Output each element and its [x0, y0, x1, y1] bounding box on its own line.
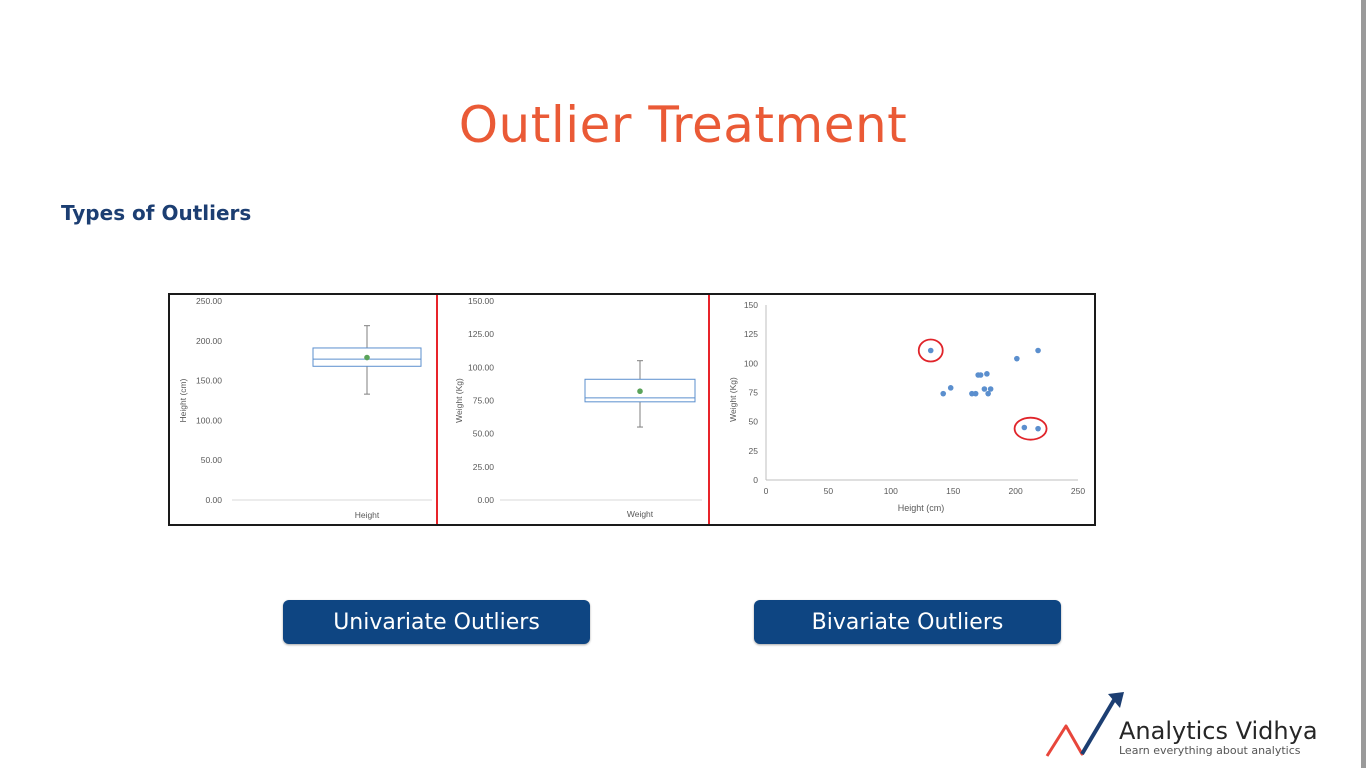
slide-title: Outlier Treatment	[458, 96, 908, 154]
y-tick-label: 50.00	[201, 455, 223, 465]
box-mean-marker	[637, 388, 643, 395]
y-tick-label: 0.00	[205, 495, 222, 505]
bivariate-outliers-button[interactable]: Bivariate Outliers	[754, 600, 1061, 644]
y-tick-label: 0	[753, 475, 758, 485]
y-tick-label: 150	[744, 300, 758, 310]
y-tick-label: 100	[744, 358, 758, 368]
x-tick-label: 150	[946, 486, 960, 496]
x-axis-label: Weight	[627, 509, 654, 519]
slide-subtitle: Types of Outliers	[61, 201, 252, 225]
x-tick-label: 200	[1009, 486, 1023, 496]
y-axis-title: Height (cm)	[178, 378, 188, 422]
scatter-point	[1021, 424, 1028, 431]
scatter-point	[972, 390, 979, 397]
box-mean-marker	[364, 354, 370, 361]
scatter-point	[947, 385, 954, 391]
y-axis-title: Weight (Kg)	[454, 378, 464, 423]
scatter-point	[1035, 425, 1041, 432]
scatter-point	[987, 386, 994, 392]
outlier-highlight-circle	[1013, 416, 1048, 441]
scatter-point	[927, 347, 934, 354]
y-tick-label: 150.00	[196, 376, 222, 386]
outlier-charts-figure: 0.00 50.00 100.00 150.00 200.00 250.00 Height …	[168, 293, 1096, 526]
y-tick-label: 25.00	[473, 462, 495, 472]
outlier-highlight-circle	[917, 338, 944, 363]
y-tick-label: 50.00	[473, 429, 495, 439]
x-axis-label: Height	[355, 510, 380, 520]
y-tick-label: 125.00	[468, 329, 494, 339]
scatter-point	[1014, 355, 1020, 362]
y-tick-label: 250.00	[196, 296, 222, 306]
y-axis-title: Weight (Kg)	[728, 377, 738, 422]
logo-arrow-icon	[1045, 692, 1124, 757]
scatter-point	[977, 372, 984, 378]
x-tick-label: 0	[764, 486, 769, 496]
y-tick-label: 50	[749, 417, 759, 427]
scatter-point	[940, 390, 947, 397]
y-tick-label: 75.00	[473, 396, 495, 406]
logo-name: Analytics Vidhya	[1119, 717, 1318, 745]
analytics-vidhya-logo: Analytics Vidhya Learn everything about …	[1044, 690, 1344, 760]
y-tick-label: 125	[744, 329, 758, 339]
x-tick-label: 250	[1071, 486, 1085, 496]
y-tick-label: 75	[749, 388, 759, 398]
scatter-point	[1035, 347, 1041, 354]
y-tick-label: 25	[749, 446, 759, 456]
x-tick-label: 100	[884, 486, 898, 496]
y-tick-label: 150.00	[468, 296, 494, 306]
window-edge	[1361, 0, 1366, 768]
y-tick-label: 100.00	[196, 415, 222, 425]
y-tick-label: 0.00	[477, 495, 494, 505]
y-tick-label: 200.00	[196, 336, 222, 346]
univariate-outliers-button[interactable]: Univariate Outliers	[283, 600, 590, 644]
charts-svg: 0.0050.00100.00150.00200.00250.00Height …	[178, 295, 1085, 524]
scatter-point	[984, 371, 990, 377]
y-tick-label: 100.00	[468, 362, 494, 372]
x-axis-title: Height (cm)	[898, 503, 945, 513]
scatter-point	[981, 386, 988, 392]
logo-tagline: Learn everything about analytics	[1119, 744, 1301, 757]
x-tick-label: 50	[824, 486, 834, 496]
scatter-point	[985, 390, 991, 397]
